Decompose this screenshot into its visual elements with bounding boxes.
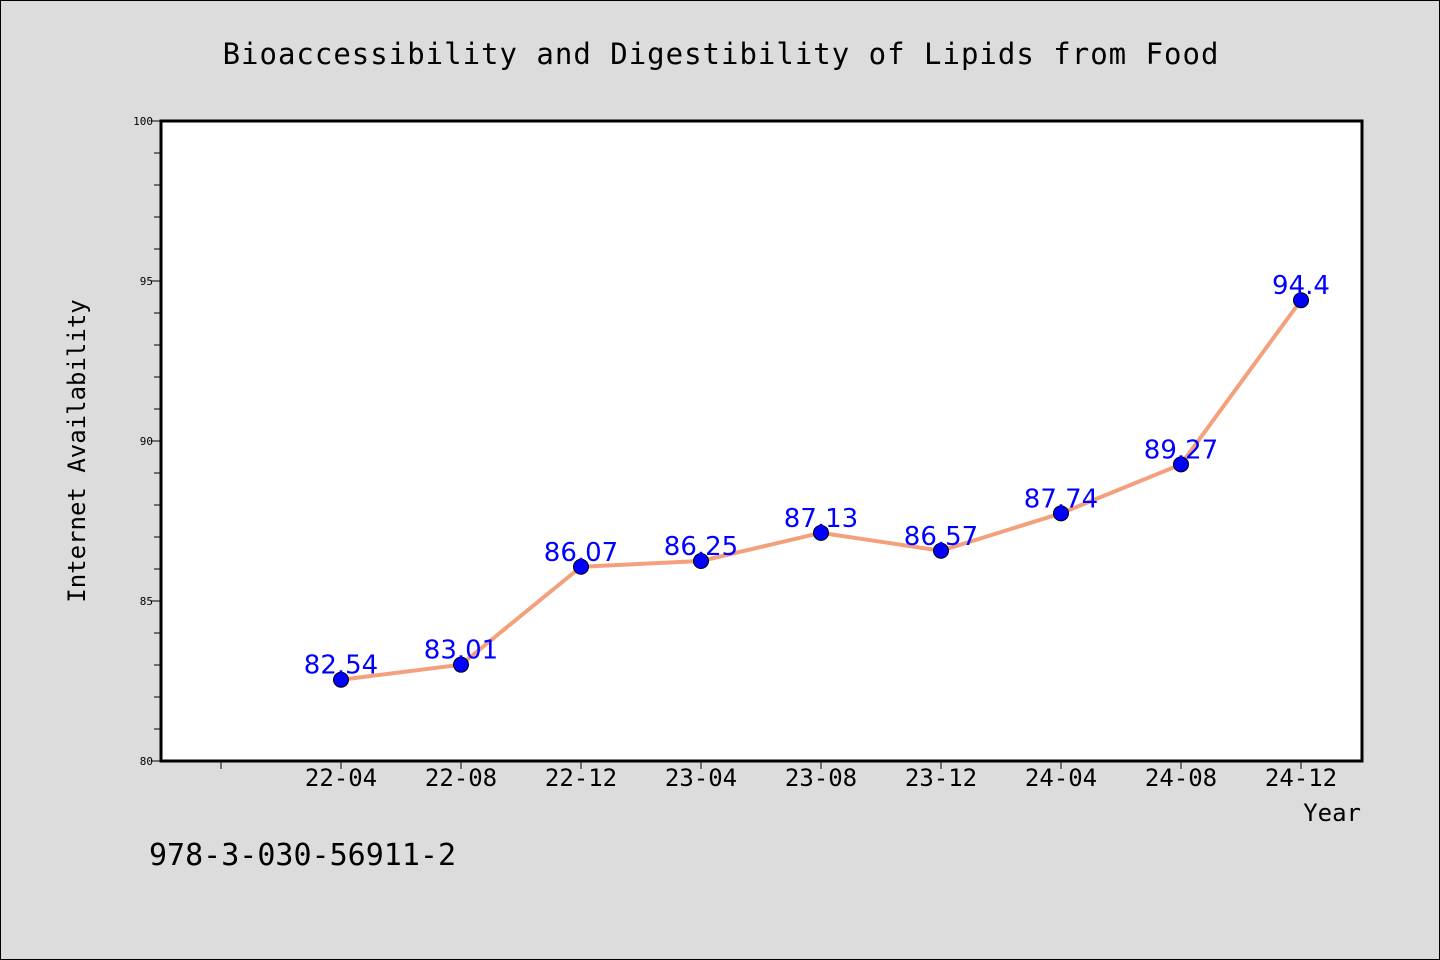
y-tick-label: 95 — [140, 275, 153, 288]
data-point — [813, 524, 829, 541]
data-label: 82.54 — [304, 651, 378, 681]
data-point — [333, 671, 349, 688]
x-tick-label: 24-08 — [1145, 764, 1217, 792]
data-label: 83.01 — [424, 636, 498, 666]
y-tick-label: 85 — [140, 595, 153, 608]
data-label: 86.25 — [664, 532, 738, 562]
data-point — [453, 656, 469, 673]
x-axis-label: Year — [1303, 799, 1361, 827]
x-tick-label: 23-08 — [785, 764, 857, 792]
data-label: 86.57 — [904, 522, 978, 552]
data-point — [933, 542, 949, 559]
y-tick-label: 80 — [140, 755, 153, 768]
data-label: 87.74 — [1024, 484, 1098, 514]
y-tick-label: 90 — [140, 435, 153, 448]
x-tick-label: 23-12 — [905, 764, 977, 792]
data-point — [573, 558, 589, 575]
data-label: 94.4 — [1272, 271, 1330, 301]
data-point — [1173, 456, 1189, 473]
y-tick-label: 100 — [133, 115, 153, 128]
data-label: 89.27 — [1144, 435, 1218, 465]
isbn-text: 978-3-030-56911-2 — [149, 838, 456, 873]
plot-area — [159, 119, 1364, 763]
y-axis-label: Internet Availability — [63, 299, 91, 602]
data-label: 87.13 — [784, 504, 858, 534]
data-point — [1053, 505, 1069, 522]
x-tick-label: 23-04 — [665, 764, 737, 792]
data-point — [693, 553, 709, 569]
x-tick-label: 24-04 — [1025, 764, 1097, 792]
x-tick-label: 22-08 — [425, 764, 497, 792]
data-series: 82.54 83.01 86.07 86.25 87.13 86.57 87.74 89.27… — [304, 271, 1330, 688]
x-tick-label: 22-04 — [305, 764, 377, 792]
y-axis: 80 85 90 95 100 — [133, 115, 161, 768]
data-point — [1293, 292, 1309, 309]
x-axis: 22-04 22-08 22-12 23-04 23-08 23-12 24-04 24-08… — [220, 761, 1337, 792]
x-tick-label: 24-12 — [1265, 764, 1337, 792]
data-label: 86.07 — [544, 538, 618, 568]
x-tick-label: 22-12 — [545, 764, 617, 792]
chart-title: Bioaccessibility and Digestibility of Li… — [223, 37, 1220, 71]
